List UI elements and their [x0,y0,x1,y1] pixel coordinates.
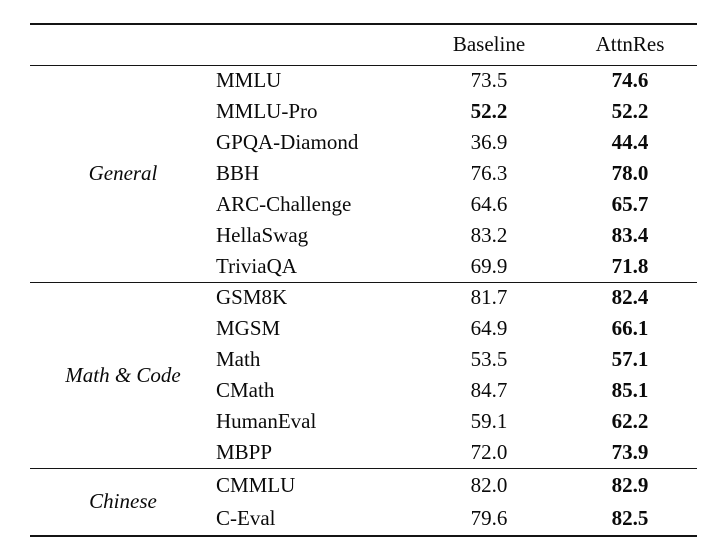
baseline-value: 81.7 [470,285,508,310]
table-row: CMath 84.7 85.1 [30,375,697,406]
attnres-value: 82.5 [611,506,649,530]
benchmark-name: GSM8K [216,285,288,310]
attnres-value: 65.7 [611,192,649,216]
attnres-value: 82.4 [611,285,649,310]
attnres-value: 82.9 [611,472,649,497]
header-row: Baseline AttnRes [30,24,697,65]
attnres-value: 71.8 [611,253,649,278]
table-header: Baseline AttnRes [30,24,697,65]
benchmark-column-header [216,24,415,65]
baseline-value: 73.5 [470,68,508,93]
table-row: TriviaQA 69.9 71.8 [30,251,697,282]
baseline-value: 53.5 [470,347,508,371]
baseline-value: 69.9 [470,253,508,278]
category-label: Chinese [89,489,157,514]
benchmark-name: BBH [216,161,260,185]
attnres-value: 44.4 [611,130,649,154]
baseline-value: 59.1 [470,409,508,433]
benchmark-results-table: Baseline AttnRes General MMLU 73.5 74.6 MMLU… [30,23,697,537]
attnres-value: 83.4 [611,223,649,247]
section-general: General MMLU 73.5 74.6 MMLU-Pro 52.2 52.2 GPQA-… [30,65,697,282]
column-header-attnres: AttnRes [595,32,665,57]
table-row: HellaSwag 83.2 83.4 [30,220,697,251]
benchmark-name: MMLU [216,68,282,93]
baseline-value: 36.9 [470,130,508,154]
attnres-value: 85.1 [611,378,649,402]
attnres-value: 78.0 [611,161,649,185]
table-row: General MMLU 73.5 74.6 [30,65,697,185]
baseline-value: 64.9 [470,316,508,340]
attnres-value: 57.1 [611,347,649,371]
column-header-baseline: Baseline [452,32,526,57]
table-row: HumanEval 59.1 62.2 [30,406,697,437]
benchmark-name: ARC-Challenge [216,192,352,216]
benchmark-name: CMMLU [216,472,296,497]
table-row: C-Eval 79.6 82.5 [30,502,697,536]
benchmark-name: MBPP [216,439,273,464]
table-row: Math & Code GSM8K 81.7 82.4 [30,282,697,386]
baseline-value: 83.2 [470,223,508,247]
benchmark-name: MGSM [216,316,281,340]
benchmark-name: GPQA-Diamond [216,130,359,154]
baseline-value: 72.0 [470,439,508,464]
section-chinese: Chinese CMMLU 82.0 82.9 C-Eval 79.6 82.5 [30,468,697,536]
baseline-value: 52.2 [470,99,508,123]
benchmark-name: HumanEval [216,409,317,433]
benchmark-name: CMath [216,378,275,402]
category-label: General [88,161,158,185]
section-math-code: Math & Code GSM8K 81.7 82.4 MGSM 64.9 66.1 Math… [30,282,697,468]
attnres-value: 66.1 [611,316,649,340]
category-label: Math & Code [65,362,181,387]
baseline-value: 84.7 [470,378,508,402]
attnres-value: 52.2 [611,99,649,123]
attnres-value: 73.9 [611,439,649,464]
table-row: Math 53.5 57.1 [30,344,697,375]
baseline-value: 82.0 [470,472,508,497]
benchmark-name: TriviaQA [216,253,297,278]
table-row: Chinese CMMLU 82.0 82.9 [30,468,697,514]
baseline-value: 64.6 [470,192,508,216]
table-row: ARC-Challenge 64.6 65.7 [30,189,697,220]
baseline-value: 79.6 [470,506,508,530]
attnres-value: 74.6 [611,68,649,93]
benchmark-name: HellaSwag [216,223,309,247]
benchmark-name: MMLU-Pro [216,99,318,123]
category-column-header [30,24,216,65]
table-row: BBH 76.3 78.0 [30,158,697,189]
baseline-value: 76.3 [470,161,508,185]
benchmark-name: Math [216,347,261,371]
table-row: MBPP 72.0 73.9 [30,437,697,468]
table-row: GPQA-Diamond 36.9 44.4 [30,127,697,158]
table-row: MMLU-Pro 52.2 52.2 [30,96,697,127]
attnres-value: 62.2 [611,409,649,433]
benchmark-name: C-Eval [216,506,276,530]
table-row: MGSM 64.9 66.1 [30,313,697,344]
